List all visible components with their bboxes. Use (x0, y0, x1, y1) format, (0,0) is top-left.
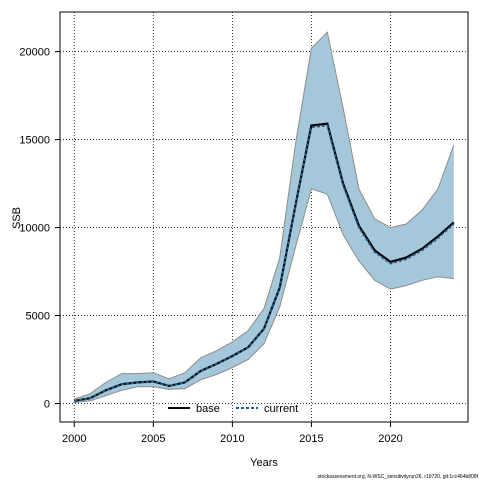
y-tick-label: 20000 (19, 47, 50, 59)
band-upper-edge (74, 31, 455, 400)
axis-ticks: 2000 2005 2010 2015 2020 0 5000 10000 15000 20000 (19, 47, 402, 445)
band-lower-edge (74, 188, 454, 404)
y-tick-label: 5000 (26, 311, 50, 323)
x-tick-label: 2020 (378, 433, 402, 445)
x-axis-title: Years (250, 457, 278, 469)
x-tick-label: 2000 (62, 433, 86, 445)
series-line-current (74, 124, 455, 402)
y-axis-title: SSB (11, 207, 23, 229)
x-tick-label: 2010 (220, 433, 244, 445)
legend: base current (168, 403, 298, 415)
y-tick-label: 0 (44, 399, 50, 411)
y-tick-label: 15000 (19, 135, 50, 147)
plot-frame (59, 11, 469, 423)
footer-note: stockassessment.org, N-WSC_sensitivityru… (318, 474, 479, 480)
x-tick-label: 2015 (299, 433, 323, 445)
x-tick-label: 2005 (141, 433, 165, 445)
y-tick-label: 10000 (19, 223, 50, 235)
legend-label-base: base (196, 403, 220, 415)
legend-label-current: current (264, 403, 298, 415)
series-lines (74, 122, 455, 402)
